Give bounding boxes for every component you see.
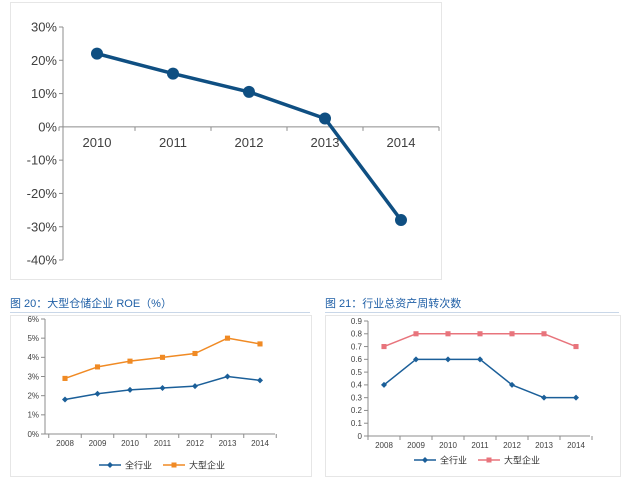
x-tick-label: 2011 — [154, 439, 172, 448]
figure-20-divider — [10, 312, 310, 313]
data-point — [94, 364, 101, 370]
x-tick-label: 2014 — [387, 135, 416, 150]
x-tick-label: 2009 — [407, 441, 425, 450]
figure-21-divider — [325, 312, 619, 313]
legend-swatch-marker — [422, 457, 428, 463]
y-tick-label: -40% — [27, 253, 58, 268]
x-tick-label: 2010 — [121, 439, 139, 448]
y-tick-label: 2% — [27, 391, 39, 400]
legend-swatch-marker — [486, 457, 492, 463]
data-point — [509, 381, 515, 388]
chart-growth-panel: 30% 20% 10% 0% -10% -20% -30% -40% 2010 2011 2012 2… — [10, 2, 442, 280]
data-point — [243, 85, 255, 98]
series-line-0 — [383, 358, 576, 399]
legend-swatch-marker — [107, 462, 113, 468]
y-tick-label: 5% — [27, 334, 39, 343]
legend-label: 全行业 — [440, 455, 467, 466]
data-point — [381, 344, 387, 350]
y-tick-label: 0.8 — [351, 330, 363, 339]
data-point — [445, 331, 451, 337]
y-tick-label: 0.6 — [351, 355, 363, 364]
y-tick-label: 0.1 — [351, 419, 363, 428]
y-tick-label: 0 — [358, 432, 363, 441]
data-point — [159, 354, 166, 360]
y-tick-label: 6% — [27, 316, 39, 324]
figure-20-caption: 图 20：大型仓储企业 ROE（%） — [10, 298, 172, 310]
x-tick-label: 2014 — [567, 441, 585, 450]
y-tick-label: 0.5 — [351, 368, 363, 377]
data-point — [127, 358, 133, 364]
data-point — [192, 350, 198, 357]
figure-21-caption: 图 21：行业总资产周转次数 — [325, 298, 462, 310]
x-tick-label: 2012 — [503, 441, 521, 450]
x-tick-label: 2013 — [535, 441, 553, 450]
data-point — [477, 356, 483, 363]
data-point — [62, 375, 68, 381]
y-tick-label: -20% — [27, 186, 58, 201]
data-point — [541, 331, 547, 337]
y-tick-label: 0.4 — [351, 381, 363, 390]
y-tick-label: 4% — [27, 353, 39, 362]
data-point — [94, 390, 101, 397]
x-tick-label: 2014 — [251, 439, 269, 448]
y-tick-label: 0% — [27, 430, 39, 439]
y-tick-label: 3% — [27, 372, 39, 381]
legend-swatch-marker — [171, 462, 177, 468]
y-tick-label: 10% — [31, 86, 57, 101]
data-point — [62, 396, 68, 403]
y-tick-label: 30% — [31, 20, 57, 35]
y-tick-label: 1% — [27, 411, 39, 420]
data-point — [224, 373, 231, 380]
x-tick-label: 2010 — [83, 135, 112, 150]
y-tick-label: 0.2 — [351, 406, 363, 415]
data-point — [159, 385, 166, 391]
data-point — [91, 47, 103, 60]
y-tick-label: -30% — [27, 219, 58, 234]
x-tick-label: 2013 — [219, 439, 237, 448]
x-tick-label: 2013 — [311, 135, 340, 150]
data-point — [127, 386, 133, 393]
x-tick-label: 2012 — [186, 439, 204, 448]
data-point — [395, 214, 407, 227]
data-point — [381, 381, 387, 388]
x-tick-label: 2011 — [471, 441, 489, 450]
data-point — [477, 331, 483, 337]
legend-label: 全行业 — [125, 460, 152, 471]
chart-turnover: 0.9 0.8 0.7 0.6 0.5 0.4 0.3 0.2 0.1 0 2008 2009 2010… — [351, 317, 593, 466]
chart-roe: 6% 5% 4% 3% 2% 1% 0% 2008 2009 2010 2011 2012 2013 20… — [27, 316, 277, 471]
data-point — [445, 356, 451, 363]
x-tick-label: 2008 — [375, 441, 393, 450]
data-point — [413, 356, 419, 363]
data-point — [573, 394, 579, 401]
y-tick-label: 0% — [38, 119, 57, 134]
y-tick-label: 0.9 — [351, 317, 363, 326]
x-tick-label: 2009 — [89, 439, 107, 448]
y-tick-label: -10% — [27, 153, 58, 168]
data-point — [192, 383, 198, 390]
data-point — [257, 341, 263, 347]
chart-growth: 30% 20% 10% 0% -10% -20% -30% -40% 2010 2011 2012 2… — [27, 20, 440, 268]
y-tick-label: 0.3 — [351, 393, 363, 402]
x-tick-label: 2010 — [439, 441, 457, 450]
data-point — [257, 377, 263, 384]
data-point — [573, 344, 579, 350]
data-point — [413, 331, 419, 337]
legend-label: 大型企业 — [504, 455, 540, 466]
y-tick-label: 0.7 — [351, 342, 363, 351]
data-point — [541, 394, 547, 401]
data-point — [319, 112, 331, 125]
data-point — [167, 67, 179, 80]
x-tick-label: 2012 — [235, 135, 264, 150]
x-tick-label: 2008 — [56, 439, 74, 448]
chart-roe-panel: 6% 5% 4% 3% 2% 1% 0% 2008 2009 2010 2011 2012 2013 20… — [10, 315, 312, 477]
chart-turnover-panel: 0.9 0.8 0.7 0.6 0.5 0.4 0.3 0.2 0.1 0 2008 2009 2010… — [325, 315, 621, 477]
y-tick-label: 20% — [31, 53, 57, 68]
x-tick-label: 2011 — [159, 135, 187, 150]
data-point — [509, 331, 515, 337]
data-point — [224, 335, 231, 341]
legend-label: 大型企业 — [189, 460, 225, 471]
